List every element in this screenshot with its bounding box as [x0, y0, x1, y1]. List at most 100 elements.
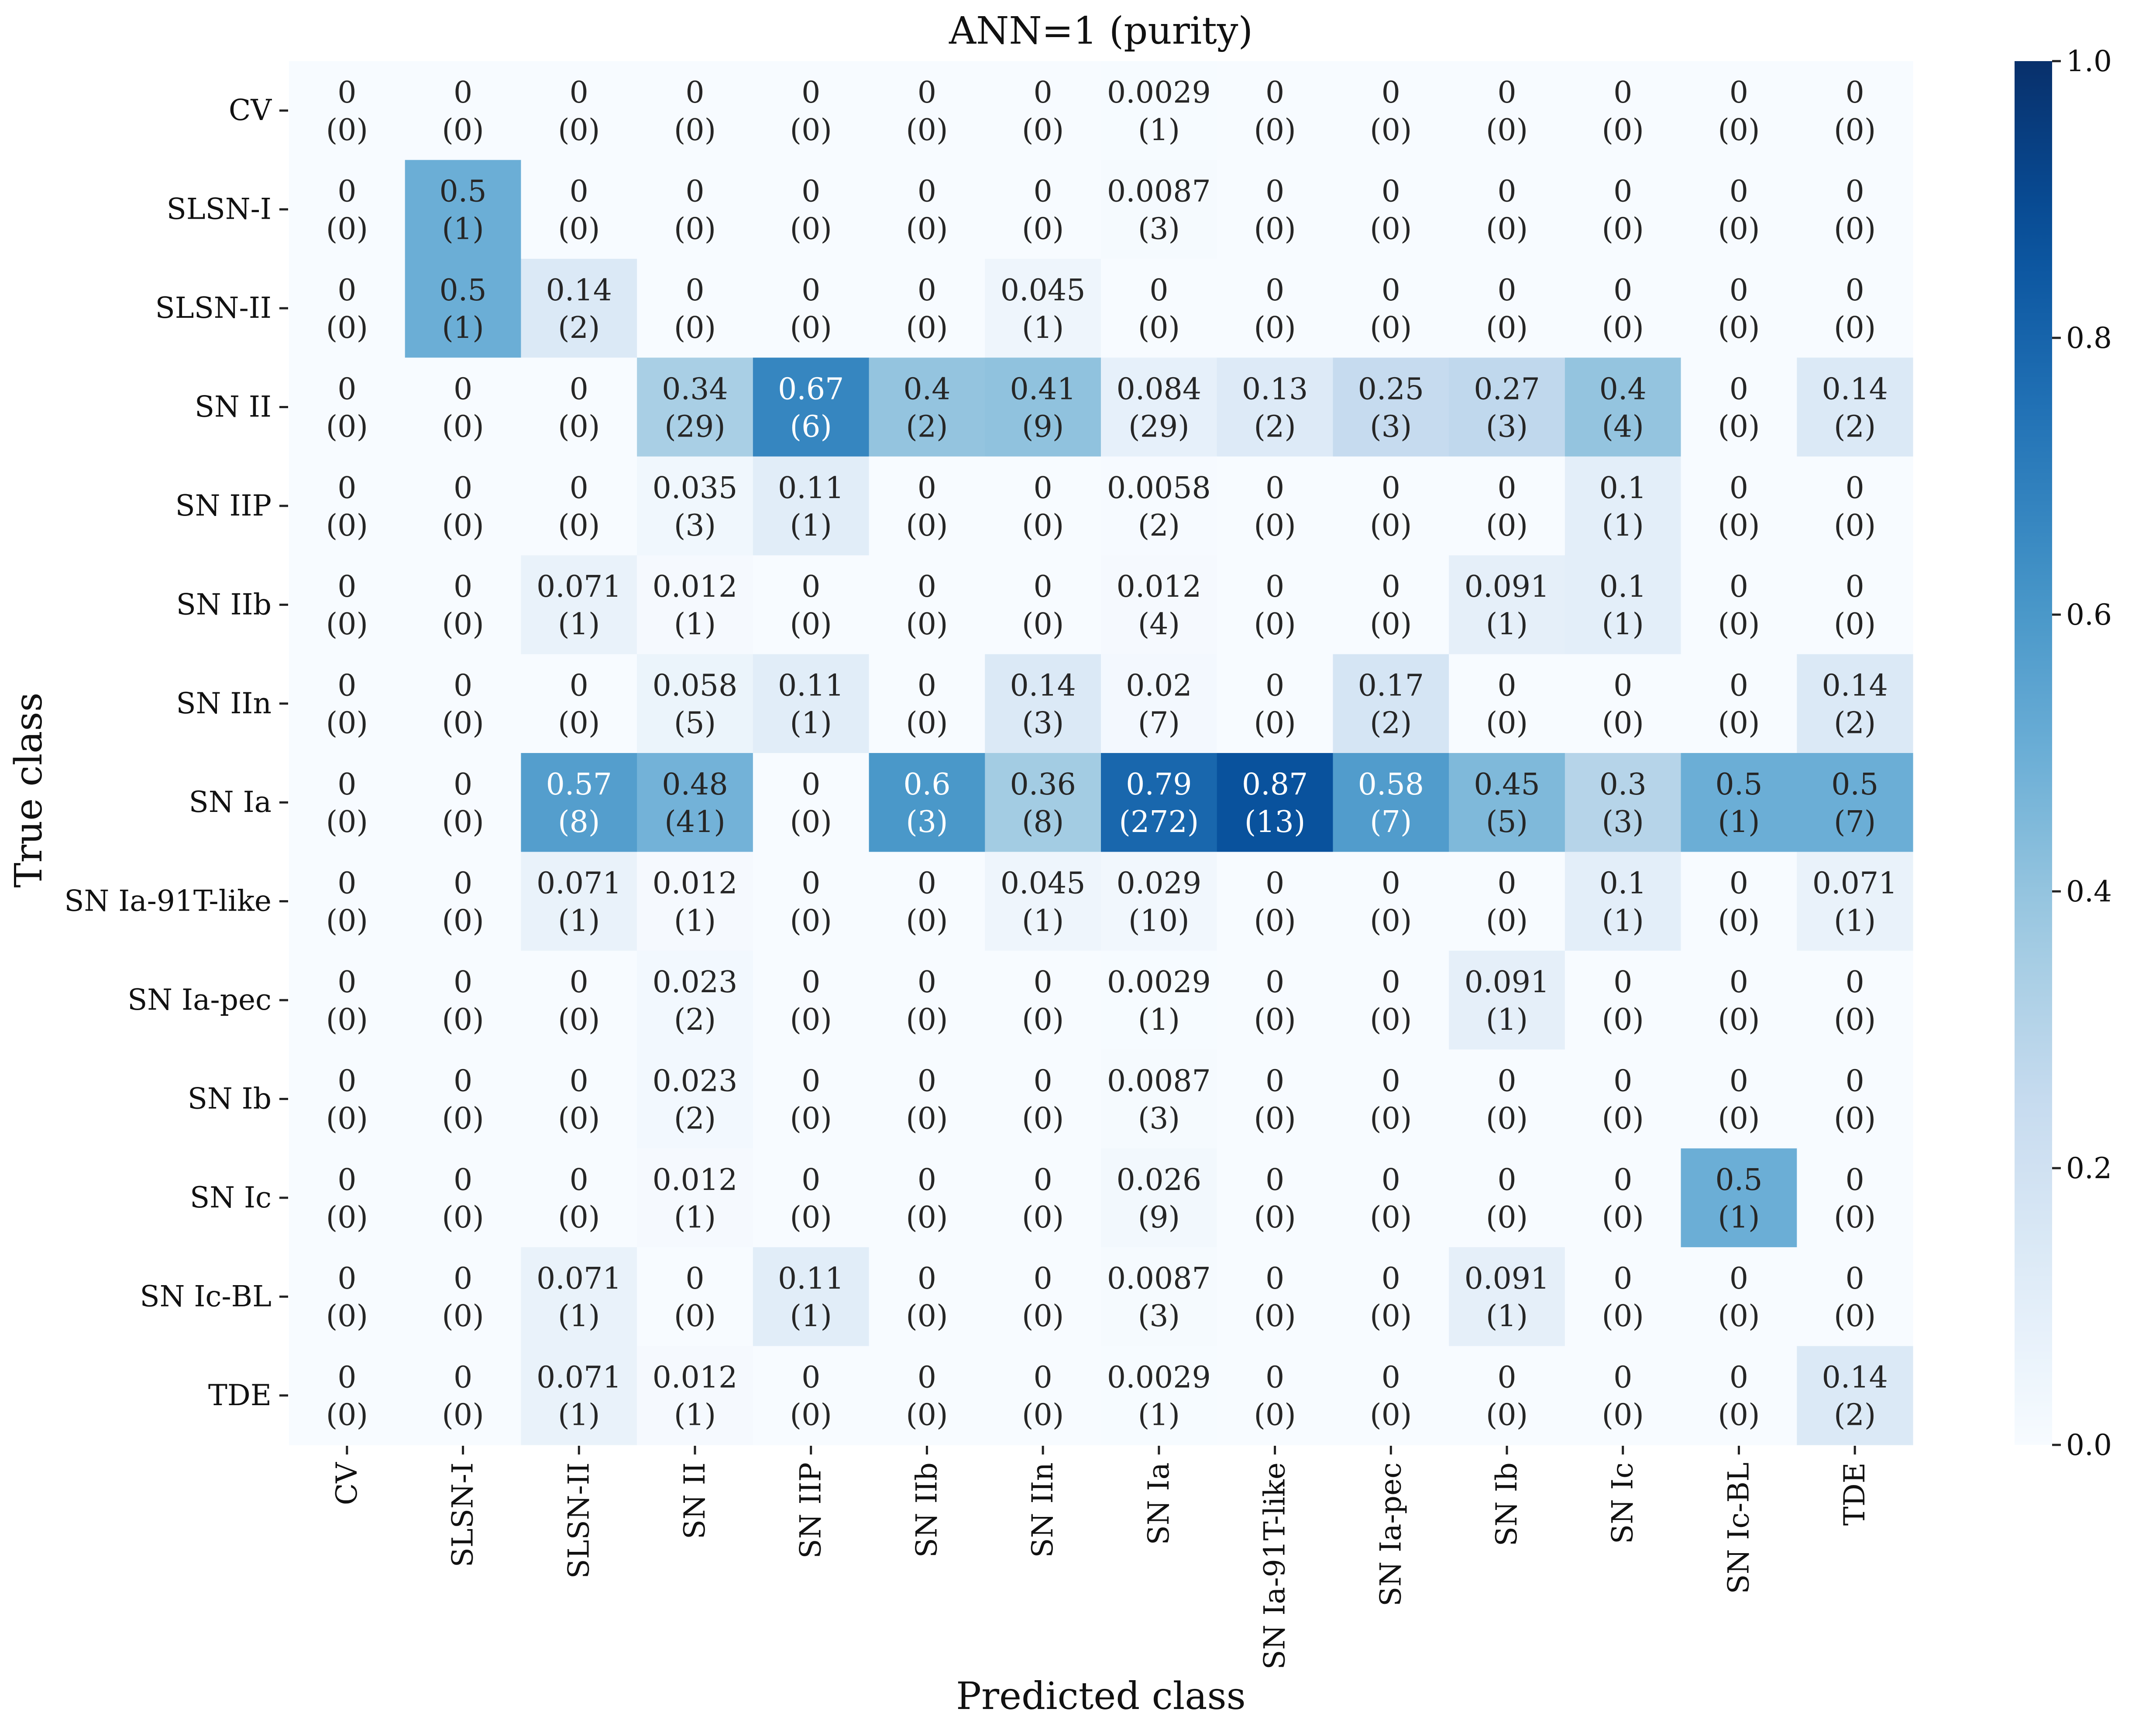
cell-count-label: (1): [558, 1398, 600, 1433]
cell-value-label: 0.27: [1474, 372, 1540, 406]
cell-count-label: (0): [1022, 1101, 1064, 1136]
cell-value-label: 0: [1730, 1361, 1748, 1395]
cell-count-label: (0): [326, 706, 368, 741]
heatmap-cell: [1565, 1247, 1681, 1347]
cell-value-label: 0: [1265, 1262, 1284, 1296]
heatmap-cell: [1565, 1346, 1681, 1445]
cell-count-label: (1): [1486, 1299, 1528, 1334]
heatmap-cell: [1333, 456, 1449, 556]
heatmap-cell: [1101, 1148, 1217, 1248]
heatmap-cell: [753, 358, 870, 457]
cell-count-label: (1): [1022, 311, 1064, 345]
cell-count-label: (1): [1022, 904, 1064, 939]
heatmap-cell: [985, 555, 1101, 655]
heatmap-cell: [289, 456, 406, 556]
heatmap-cell: [1333, 1346, 1449, 1445]
heatmap-cell: [521, 456, 637, 556]
heatmap-cell: [1101, 852, 1217, 951]
heatmap-cell: [405, 950, 522, 1050]
y-tick-label: SN Ia: [189, 785, 272, 819]
heatmap-cell: [521, 1346, 637, 1445]
cell-value-label: 0: [337, 1361, 356, 1395]
cell-count-label: (0): [442, 509, 484, 543]
heatmap-cell: [869, 753, 985, 853]
cell-value-label: 0: [454, 1064, 472, 1098]
cell-value-label: 0: [1730, 471, 1748, 505]
cell-count-label: (0): [1486, 311, 1528, 345]
cell-value-label: 0: [1382, 570, 1400, 604]
heatmap-cell: [1333, 852, 1449, 951]
cell-value-label: 0: [337, 1262, 356, 1296]
y-tick-label: SN IIn: [176, 687, 272, 720]
heatmap-cell: [869, 358, 985, 457]
cell-value-label: 0.14: [1010, 669, 1076, 703]
cell-count-label: (3): [906, 805, 948, 839]
cell-count-label: (0): [326, 113, 368, 148]
cell-count-label: (0): [1254, 1101, 1296, 1136]
cell-count-label: (1): [558, 1299, 600, 1334]
heatmap-cell: [869, 258, 985, 358]
cell-count-label: (3): [1370, 409, 1412, 444]
cell-count-label: (2): [1370, 706, 1412, 741]
cell-count-label: (0): [1718, 607, 1760, 642]
heatmap-cell: [869, 1049, 985, 1149]
cell-value-label: 0: [1846, 175, 1864, 209]
heatmap-cell: [405, 456, 522, 556]
heatmap-cell: [1217, 1247, 1334, 1347]
cell-value-label: 0.79: [1126, 767, 1192, 802]
cell-value-label: 0: [337, 767, 356, 802]
heatmap-cell: [1565, 61, 1681, 161]
cell-count-label: (1): [790, 1299, 832, 1334]
cell-value-label: 0: [918, 273, 936, 308]
heatmap-cell: [1333, 258, 1449, 358]
cell-value-label: 0: [1497, 273, 1516, 308]
cell-value-label: 0.14: [1822, 372, 1888, 406]
cell-value-label: 0.0087: [1107, 1064, 1211, 1098]
heatmap-cell: [405, 1247, 522, 1347]
heatmap-cell: [1565, 1148, 1681, 1248]
cell-value-label: 0.45: [1474, 767, 1540, 802]
cell-value-label: 0: [1613, 273, 1632, 308]
cell-count-label: (0): [1254, 113, 1296, 148]
heatmap-cell: [637, 258, 753, 358]
cell-count-label: (0): [1254, 1200, 1296, 1235]
cell-count-label: (1): [1138, 1398, 1180, 1433]
cell-count-label: (2): [1138, 509, 1180, 543]
heatmap-cell: [1333, 1049, 1449, 1149]
cell-value-label: 0.091: [1465, 965, 1550, 1000]
cell-value-label: 0.012: [653, 570, 738, 604]
cell-count-label: (0): [1834, 1101, 1876, 1136]
cell-value-label: 0: [1846, 965, 1864, 1000]
cell-value-label: 0.14: [546, 273, 612, 308]
heatmap-cell: [753, 555, 870, 655]
cell-count-label: (0): [790, 607, 832, 642]
heatmap-cell: [1333, 950, 1449, 1050]
cell-count-label: (0): [1022, 1200, 1064, 1235]
cell-value-label: 0: [454, 767, 472, 802]
cell-value-label: 0.5: [1715, 1163, 1762, 1197]
heatmap-cell: [985, 160, 1101, 259]
cell-count-label: (0): [326, 409, 368, 444]
heatmap-cell: [1681, 1247, 1797, 1347]
cell-count-label: (0): [1254, 904, 1296, 939]
heatmap-cell: [1449, 358, 1565, 457]
cell-value-label: 0.071: [536, 1361, 622, 1395]
cell-value-label: 0: [1846, 1262, 1864, 1296]
cell-value-label: 0.0087: [1107, 1262, 1211, 1296]
cell-count-label: (0): [442, 1200, 484, 1235]
x-tick-label: SN II: [678, 1462, 712, 1539]
heatmap-cell: [405, 753, 522, 853]
cell-value-label: 0: [918, 965, 936, 1000]
cell-count-label: (0): [1718, 1398, 1760, 1433]
heatmap-cell: [1449, 456, 1565, 556]
cell-value-label: 0: [1149, 273, 1168, 308]
cell-count-label: (1): [1834, 904, 1876, 939]
heatmap-cell: [869, 61, 985, 161]
cell-count-label: (2): [1834, 409, 1876, 444]
cell-value-label: 0: [1730, 965, 1748, 1000]
heatmap-cell: [869, 555, 985, 655]
cell-value-label: 0: [1497, 76, 1516, 110]
cell-value-label: 0.4: [903, 372, 950, 406]
x-tick-label: SLSN-I: [446, 1462, 480, 1567]
cell-count-label: (0): [1834, 1003, 1876, 1037]
